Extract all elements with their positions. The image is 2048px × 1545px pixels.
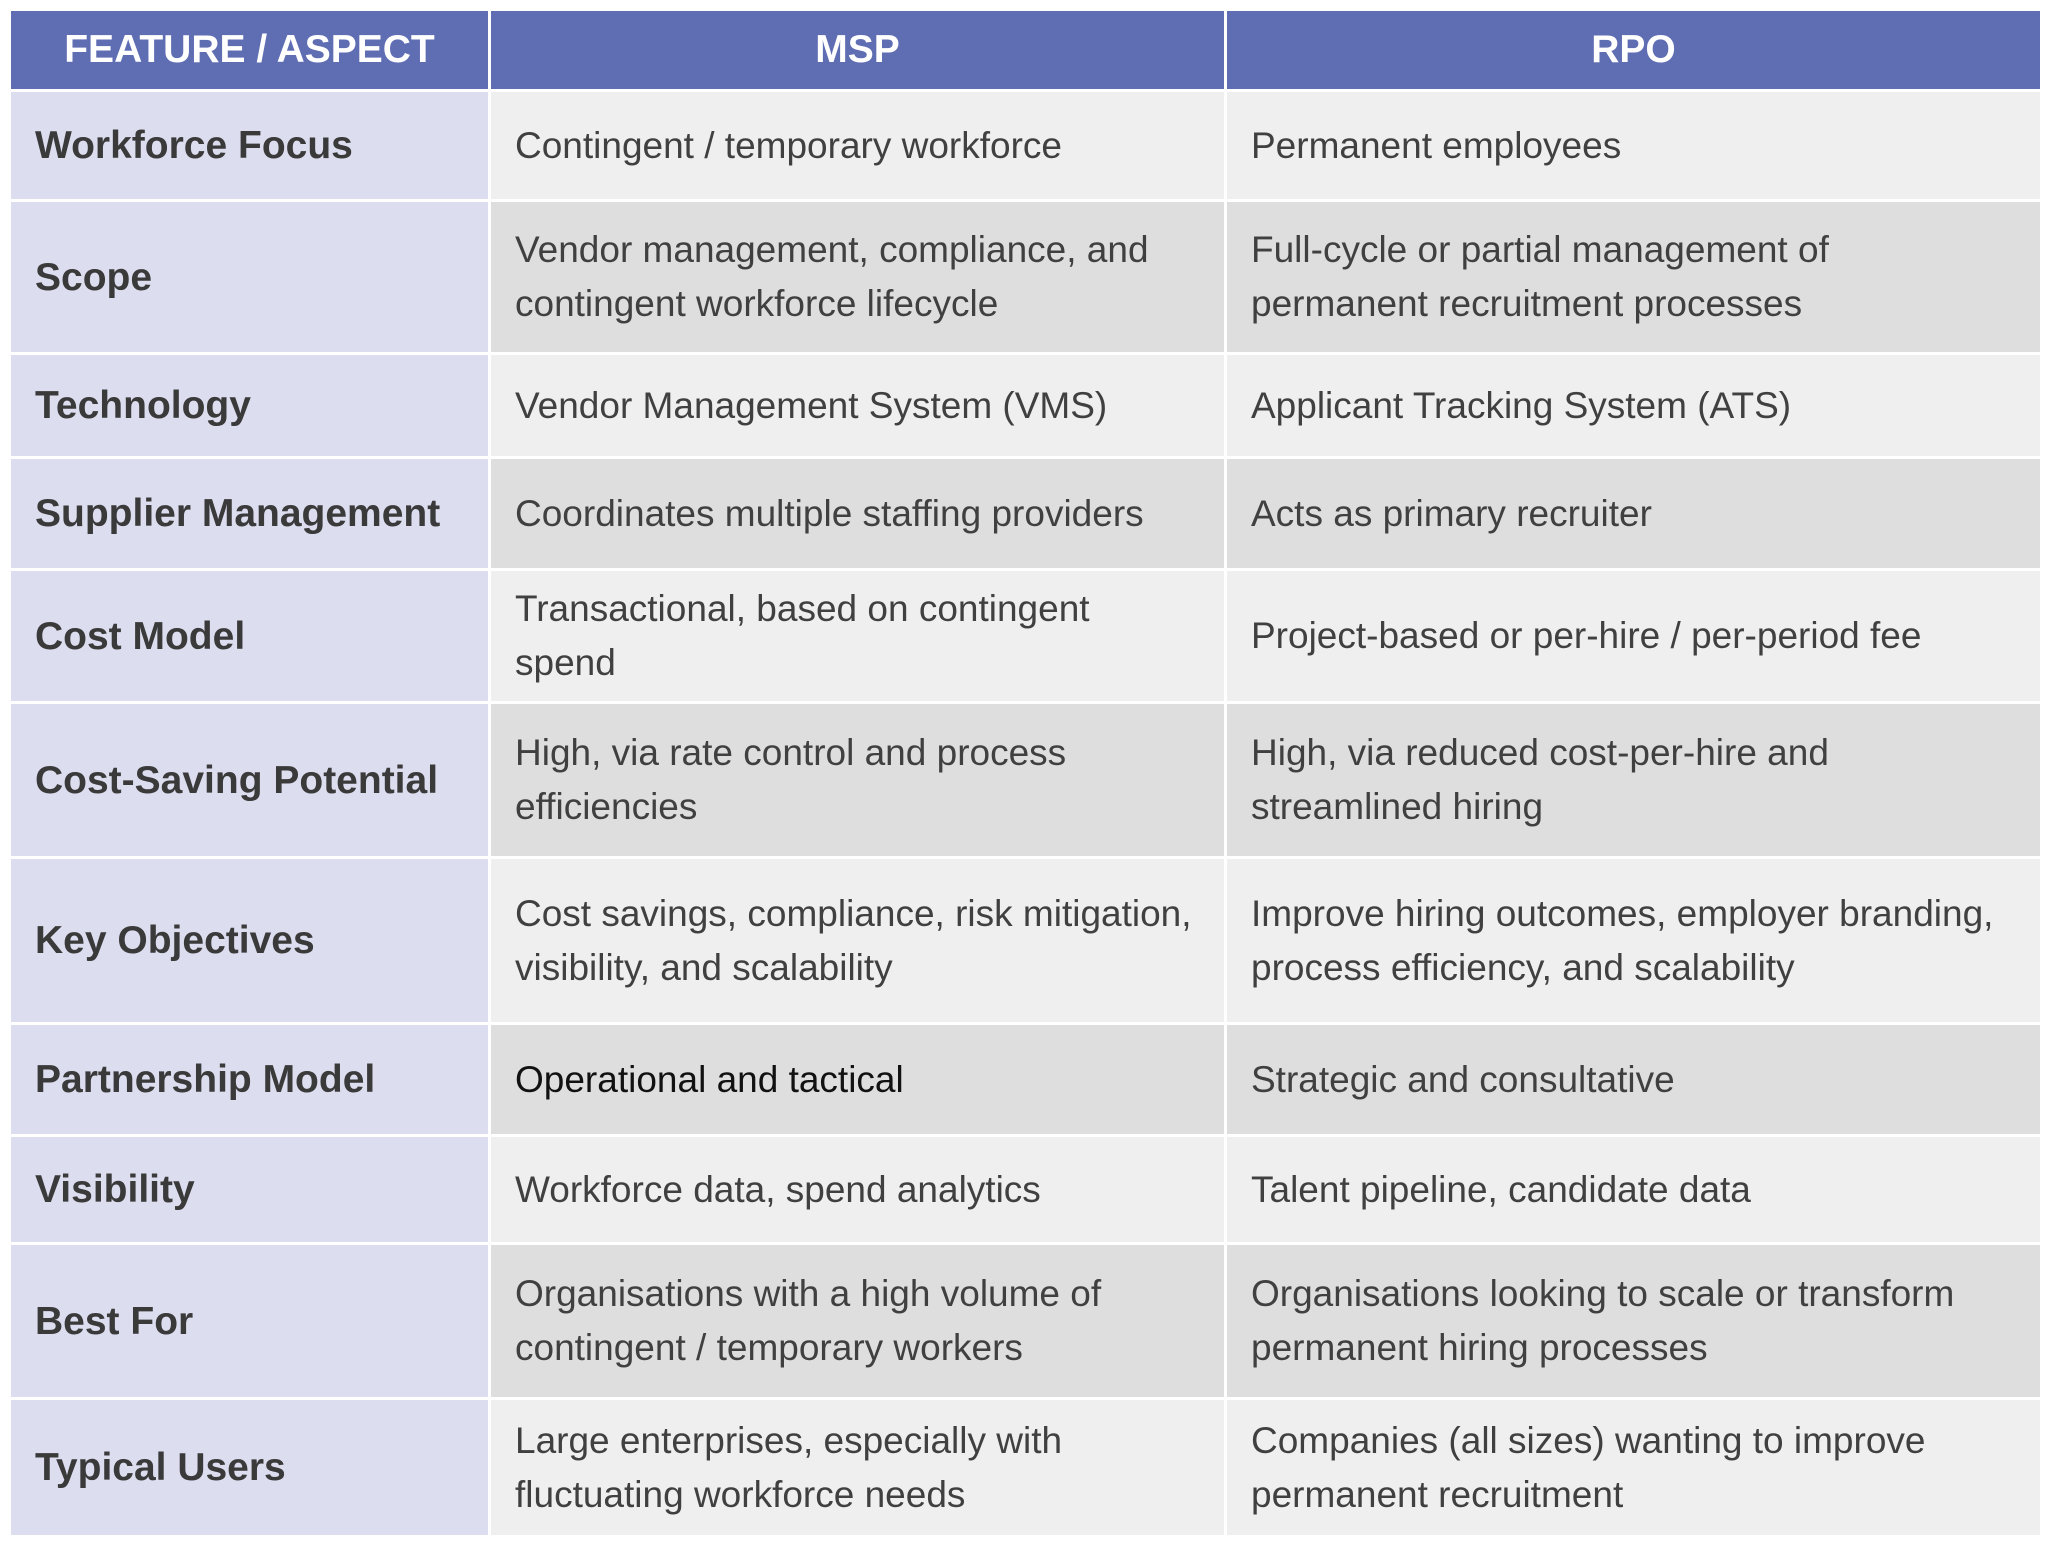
row-feature-label: Partnership Model xyxy=(8,1022,491,1137)
row-feature-label: Typical Users xyxy=(8,1397,491,1538)
row-rpo-value: Strategic and consultative xyxy=(1224,1022,2043,1137)
msp-rpo-comparison-table: FEATURE / ASPECT MSP RPO Workforce Focus… xyxy=(8,8,2043,1538)
row-msp-value: Operational and tactical xyxy=(488,1022,1227,1137)
row-rpo-value: Companies (all sizes) wanting to improve… xyxy=(1224,1397,2043,1538)
header-rpo: RPO xyxy=(1224,8,2043,92)
row-rpo-value: Talent pipeline, candidate data xyxy=(1224,1134,2043,1245)
row-feature-label: Supplier Management xyxy=(8,456,491,571)
table-row: Cost-Saving Potential High, via rate con… xyxy=(8,701,2043,859)
table-row: Typical Users Large enterprises, especia… xyxy=(8,1397,2043,1538)
table-row: Best For Organisations with a high volum… xyxy=(8,1242,2043,1400)
row-msp-value: Large enterprises, especially with fluct… xyxy=(488,1397,1227,1538)
table-row: Key Objectives Cost savings, compliance,… xyxy=(8,856,2043,1025)
row-msp-value: Organisations with a high volume of cont… xyxy=(488,1242,1227,1400)
row-feature-label: Key Objectives xyxy=(8,856,491,1025)
table-header-row: FEATURE / ASPECT MSP RPO xyxy=(8,8,2043,92)
table-row: Visibility Workforce data, spend analyti… xyxy=(8,1134,2043,1245)
row-msp-value: Vendor Management System (VMS) xyxy=(488,352,1227,459)
row-rpo-value: Project-based or per-hire / per-period f… xyxy=(1224,568,2043,704)
table-row: Technology Vendor Management System (VMS… xyxy=(8,352,2043,459)
table-row: Cost Model Transactional, based on conti… xyxy=(8,568,2043,704)
table-row: Workforce Focus Contingent / temporary w… xyxy=(8,89,2043,202)
row-msp-value: Cost savings, compliance, risk mitigatio… xyxy=(488,856,1227,1025)
row-msp-value: High, via rate control and process effic… xyxy=(488,701,1227,859)
row-rpo-value: Acts as primary recruiter xyxy=(1224,456,2043,571)
comparison-table-container: FEATURE / ASPECT MSP RPO Workforce Focus… xyxy=(8,8,2043,1538)
row-rpo-value: Organisations looking to scale or transf… xyxy=(1224,1242,2043,1400)
row-feature-label: Technology xyxy=(8,352,491,459)
row-feature-label: Scope xyxy=(8,199,491,355)
table-row: Supplier Management Coordinates multiple… xyxy=(8,456,2043,571)
row-msp-value: Contingent / temporary workforce xyxy=(488,89,1227,202)
row-msp-value: Coordinates multiple staffing providers xyxy=(488,456,1227,571)
row-rpo-value: Applicant Tracking System (ATS) xyxy=(1224,352,2043,459)
header-msp: MSP xyxy=(488,8,1227,92)
row-rpo-value: Full-cycle or partial management of perm… xyxy=(1224,199,2043,355)
row-rpo-value: High, via reduced cost-per-hire and stre… xyxy=(1224,701,2043,859)
row-feature-label: Best For xyxy=(8,1242,491,1400)
table-row: Partnership Model Operational and tactic… xyxy=(8,1022,2043,1137)
row-feature-label: Cost-Saving Potential xyxy=(8,701,491,859)
row-rpo-value: Improve hiring outcomes, employer brandi… xyxy=(1224,856,2043,1025)
row-feature-label: Cost Model xyxy=(8,568,491,704)
row-msp-value: Transactional, based on contingent spend xyxy=(488,568,1227,704)
header-feature-aspect: FEATURE / ASPECT xyxy=(8,8,491,92)
row-msp-value: Workforce data, spend analytics xyxy=(488,1134,1227,1245)
table-row: Scope Vendor management, compliance, and… xyxy=(8,199,2043,355)
row-feature-label: Workforce Focus xyxy=(8,89,491,202)
row-feature-label: Visibility xyxy=(8,1134,491,1245)
row-msp-value: Vendor management, compliance, and conti… xyxy=(488,199,1227,355)
row-rpo-value: Permanent employees xyxy=(1224,89,2043,202)
